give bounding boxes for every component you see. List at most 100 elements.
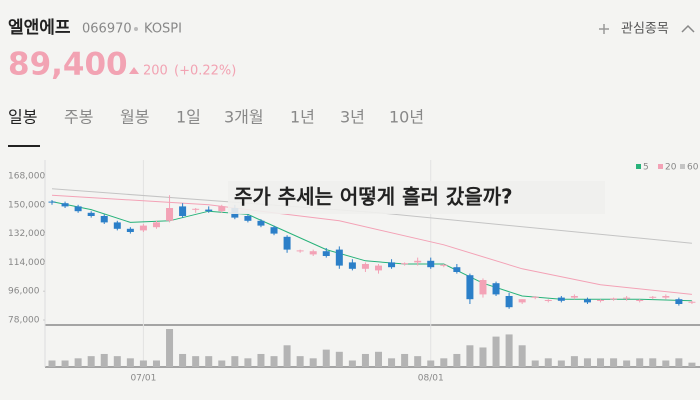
stock-name: 엘앤에프 [8, 18, 71, 38]
volume-bar [531, 360, 539, 367]
legend-label: 20 [665, 163, 677, 173]
volume-bar [100, 353, 108, 367]
candle-body [453, 267, 461, 272]
watch-button[interactable]: 관심종목 [599, 22, 669, 37]
volume-bar [231, 356, 239, 367]
overlay-box [228, 181, 605, 214]
volume-bar [48, 360, 56, 367]
volume-bar [126, 358, 134, 367]
candle-body [597, 300, 605, 301]
candle-body [375, 265, 382, 271]
volume-bar [270, 356, 278, 367]
volume-bar [335, 351, 343, 367]
collapse-icon[interactable] [681, 24, 695, 33]
volume-bar [113, 356, 121, 367]
candle-body [505, 296, 513, 308]
candle-body [152, 222, 160, 228]
tab[interactable]: 10년 [389, 108, 424, 127]
candle-body [636, 300, 644, 301]
watch-label: 관심종목 [621, 22, 669, 37]
volume-bar [479, 347, 487, 367]
volume-bar [557, 360, 565, 367]
volume-bar [427, 360, 435, 367]
volume-bar [597, 358, 605, 367]
volume-bar [414, 356, 422, 367]
volume-bar [179, 353, 187, 367]
y-tick-label: 168,000 [8, 172, 45, 182]
volume-bar [348, 360, 356, 367]
volume-bar [257, 353, 265, 367]
candle-body [466, 275, 474, 300]
volume-bar [583, 358, 591, 367]
moving-average [51, 194, 692, 295]
change: 200 [143, 64, 168, 79]
candle-body [166, 208, 174, 221]
separator-dot [134, 27, 138, 31]
volume-bar [636, 358, 644, 367]
volume-bar [662, 360, 670, 367]
candle-body [518, 299, 526, 303]
candle-body [388, 262, 396, 268]
volume-bar [623, 360, 631, 367]
volume-bar [570, 356, 578, 367]
candle-body [270, 227, 278, 234]
volume-bar [375, 351, 382, 367]
candle-body [48, 201, 56, 203]
volume-bar [675, 358, 683, 367]
candle-body [179, 206, 187, 216]
tab[interactable]: 1년 [290, 108, 315, 127]
volume-bar [361, 353, 369, 367]
volume-bar [649, 358, 657, 367]
candle-body [113, 222, 121, 229]
tab[interactable]: 3년 [340, 108, 365, 127]
candle-body [139, 225, 147, 231]
volume-bar [296, 356, 304, 367]
volume-bar [283, 345, 291, 367]
candle-body [74, 206, 82, 212]
tab[interactable]: 월봉 [120, 108, 149, 127]
legend-swatch [680, 164, 685, 169]
candle-body [675, 299, 683, 304]
candle-body [361, 264, 369, 269]
candle-body [283, 236, 291, 250]
up-arrow [129, 67, 139, 74]
legend-label: 60 [687, 163, 699, 173]
candle-body [649, 296, 657, 298]
candle-body [492, 283, 500, 295]
candle-body [335, 249, 343, 266]
candle-body [296, 250, 304, 252]
volume-bar [166, 329, 174, 367]
y-tick-label: 150,000 [8, 200, 45, 210]
candle-body [322, 251, 330, 256]
volume-bar [518, 345, 526, 367]
volume-bar [192, 356, 200, 367]
candle-body [688, 301, 696, 303]
legend-swatch [658, 164, 663, 169]
volume-bar [401, 353, 409, 367]
candle-body [61, 203, 69, 207]
tab[interactable]: 일봉 [8, 108, 37, 127]
volume-bar [218, 360, 226, 367]
market: KOSPI [144, 22, 182, 37]
volume-bar [492, 336, 500, 367]
candle-body [192, 208, 200, 210]
candle-body [87, 212, 95, 216]
volume-bar [440, 358, 448, 367]
moving-average [51, 201, 692, 302]
volume-bar [244, 358, 252, 367]
stock-code: 066970 [82, 22, 132, 37]
tabs: 일봉 주봉 월봉 1일 3개월 1년 3년 10년 [8, 108, 424, 127]
y-tick-label: 96,000 [8, 287, 40, 297]
tab[interactable]: 1일 [176, 108, 201, 127]
legend-swatch [636, 164, 641, 169]
tab[interactable]: 3개월 [224, 108, 264, 127]
volume-bar [61, 360, 69, 367]
candle-body [309, 251, 317, 255]
candle-body [427, 260, 435, 268]
tab[interactable]: 주봉 [64, 108, 93, 127]
candle-body [531, 296, 539, 298]
price: 89,400 [8, 47, 128, 83]
volume-bar [505, 334, 513, 367]
candle-body [662, 296, 670, 298]
candle-body [440, 264, 448, 266]
